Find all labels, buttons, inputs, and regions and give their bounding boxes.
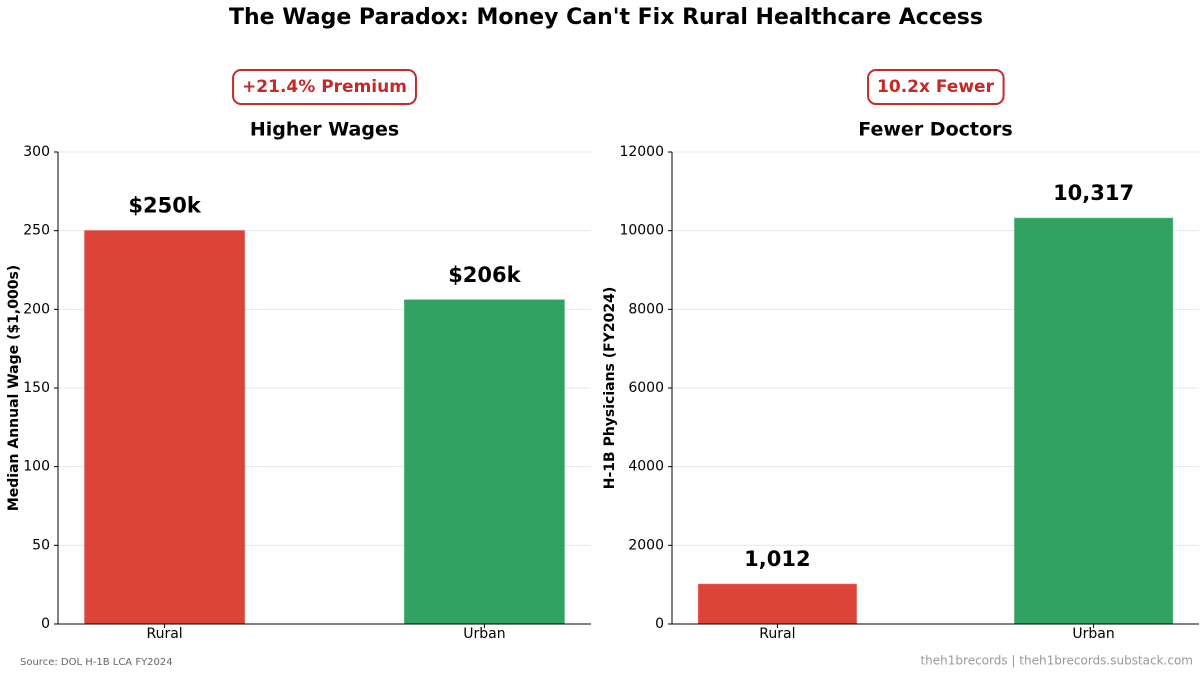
page-title: The Wage Paradox: Money Can't Fix Rural …	[229, 5, 983, 30]
y-tick-label: 100	[23, 459, 50, 475]
y-tick-label: 4000	[628, 459, 664, 475]
x-tick-label: Urban	[463, 626, 505, 642]
y-tick-label: 250	[23, 223, 50, 239]
annotation: 10.2x Fewer	[877, 77, 995, 97]
y-tick-label: 300	[23, 144, 50, 160]
y-tick-label: 8000	[628, 301, 664, 317]
x-tick-label: Urban	[1072, 626, 1114, 642]
source-note: Source: DOL H-1B LCA FY2024	[20, 657, 173, 668]
annotation: +21.4% Premium	[242, 77, 407, 97]
y-tick-label: 12000	[619, 144, 664, 160]
value-label: $250k	[128, 194, 201, 218]
y-axis-label: H-1B Physicians (FY2024)	[602, 287, 618, 489]
y-tick-label: 150	[23, 380, 50, 396]
y-tick-label: 6000	[628, 380, 664, 396]
subplot-title: Fewer Doctors	[858, 119, 1012, 141]
bar	[697, 583, 857, 625]
x-tick-label: Rural	[759, 626, 795, 642]
y-tick-label: 2000	[628, 537, 664, 553]
y-tick-label: 0	[41, 616, 50, 632]
value-label: 1,012	[744, 547, 810, 571]
annotation-box	[232, 69, 417, 105]
y-tick-label: 10000	[619, 223, 664, 239]
value-label: $206k	[448, 263, 521, 287]
subplot-title: Higher Wages	[250, 119, 399, 141]
x-tick-label: Rural	[146, 626, 182, 642]
credit: theh1brecords | theh1brecords.substack.c…	[920, 654, 1193, 668]
y-tick-label: 50	[32, 537, 50, 553]
value-label: 10,317	[1053, 181, 1134, 205]
y-axis-label: Median Annual Wage ($1,000s)	[6, 265, 22, 511]
bar	[403, 299, 565, 625]
annotation-box	[867, 69, 1005, 105]
y-tick-label: 0	[655, 616, 664, 632]
bar	[84, 230, 246, 625]
y-tick-label: 200	[23, 301, 50, 317]
bar	[1014, 217, 1174, 625]
